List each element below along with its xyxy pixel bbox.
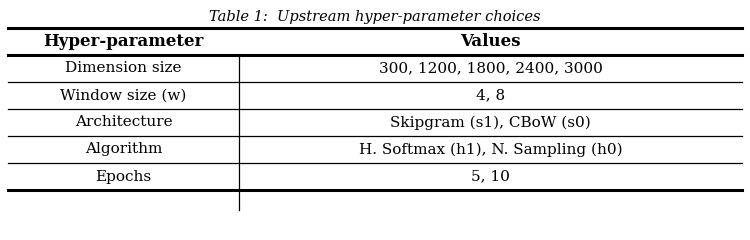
Text: Table 1:  Upstream hyper-parameter choices: Table 1: Upstream hyper-parameter choice…: [209, 10, 541, 24]
Text: Window size (w): Window size (w): [61, 89, 187, 102]
Text: Dimension size: Dimension size: [65, 61, 182, 76]
Text: Epochs: Epochs: [95, 169, 152, 184]
Text: H. Softmax (h1), N. Sampling (h0): H. Softmax (h1), N. Sampling (h0): [358, 142, 622, 157]
Text: 300, 1200, 1800, 2400, 3000: 300, 1200, 1800, 2400, 3000: [379, 61, 602, 76]
Text: Hyper-parameter: Hyper-parameter: [44, 33, 204, 50]
Text: Skipgram (s1), CBoW (s0): Skipgram (s1), CBoW (s0): [390, 115, 591, 130]
Text: Algorithm: Algorithm: [85, 143, 162, 156]
Text: Values: Values: [460, 33, 520, 50]
Text: Architecture: Architecture: [75, 115, 172, 130]
Text: 4, 8: 4, 8: [476, 89, 506, 102]
Text: 5, 10: 5, 10: [471, 169, 510, 184]
